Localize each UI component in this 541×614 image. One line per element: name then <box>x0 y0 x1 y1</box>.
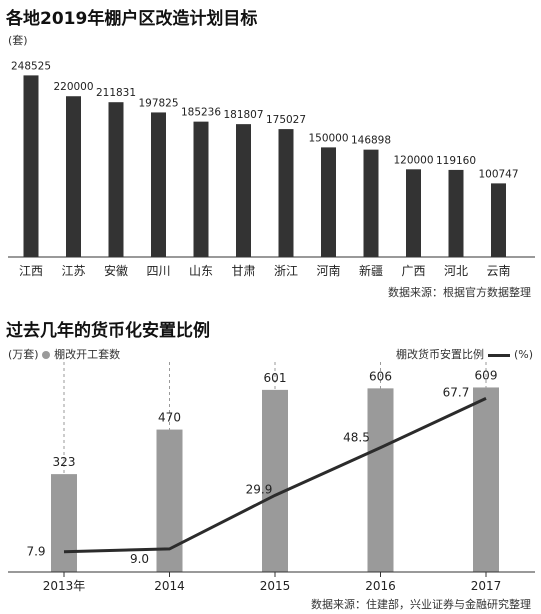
chart2-svg: 323 470 601 606 609 7.9 9.0 29.9 48.5 67.7 2013年… <box>8 362 535 593</box>
chart2-line-value-label: 7.9 <box>26 545 45 559</box>
chart2-bar-value-label: 601 <box>264 371 287 385</box>
chart1-x-tick-label: 云南 <box>486 263 510 278</box>
chart1-x-tick-label: 广西 <box>401 264 425 278</box>
chart1-source: 数据来源：根据官方数据整理 <box>388 286 531 299</box>
chart1-bar <box>321 147 336 257</box>
legend-dot-icon <box>42 351 51 359</box>
chart2-x-tick-label: 2016 <box>365 579 396 593</box>
chart1-x-tick-label: 江西 <box>19 264 43 278</box>
chart1-value-label: 120000 <box>393 154 433 166</box>
chart2-line-path <box>63 397 487 554</box>
chart2-legend-bar: (万套) 棚改开工套数 <box>8 346 120 362</box>
chart1-value-label: 146898 <box>351 135 391 147</box>
chart2-x-ticks: 2013年 2014 2015 2016 2017 <box>43 572 502 593</box>
chart1-bar <box>193 121 209 258</box>
chart1-value-label: 119160 <box>436 155 476 167</box>
chart1-x-tick-label: 甘肃 <box>231 264 255 278</box>
chart1-bar <box>448 169 464 257</box>
chart1-bar <box>278 129 294 257</box>
chart2-x-tick-label: 2013年 <box>43 579 86 593</box>
chart1-x-tick-label: 新疆 <box>359 263 383 278</box>
legend-line-icon <box>487 353 510 357</box>
chart1-value-label: 220000 <box>53 81 93 93</box>
chart1-value-label: 185236 <box>181 107 221 119</box>
chart1-value-label: 175027 <box>266 114 306 126</box>
chart1-bar <box>236 124 251 257</box>
chart2-line-series: 7.9 9.0 29.9 48.5 67.7 <box>26 385 487 566</box>
chart1-value-label: 211831 <box>96 87 136 99</box>
chart1-x-tick-label: 江苏 <box>61 264 85 278</box>
chart1-title: 各地2019年棚户区改造计划目标 <box>6 9 258 29</box>
chart2-bar <box>367 388 394 572</box>
chart1-bar <box>151 112 166 257</box>
chart2-bar-value-label: 470 <box>158 411 181 425</box>
chart1-value-label: 181807 <box>223 109 263 121</box>
chart2-line-value-label: 9.0 <box>130 552 149 566</box>
chart1-bar <box>108 102 124 257</box>
chart2-bar-value-label: 609 <box>475 368 498 382</box>
chart2-line-value-label: 48.5 <box>343 431 370 445</box>
chart1-bar <box>66 96 81 257</box>
chart2-line-value-label: 29.9 <box>246 482 273 496</box>
chart1-value-label: 100747 <box>478 168 518 180</box>
chart2-bar-unit: (万套) <box>8 348 39 361</box>
chart1-y-unit: (套) <box>8 34 28 47</box>
chart1-bar <box>406 169 421 257</box>
chart1-x-tick-label: 浙江 <box>274 264 298 278</box>
chart2-x-tick-label: 2015 <box>260 579 291 593</box>
chart1-x-tick-label: 四川 <box>146 264 170 278</box>
chart1-value-label: 150000 <box>308 132 348 144</box>
chart2-bars: 323 470 601 606 609 <box>51 368 499 572</box>
chart2-bar-value-label: 606 <box>369 369 392 383</box>
chart1-bar <box>23 75 39 257</box>
chart2-line-series-name: 棚改货币安置比例 <box>395 348 484 361</box>
chart1-value-label: 197825 <box>138 97 178 109</box>
chart2-x-tick-label: 2014 <box>154 579 185 593</box>
chart2-legend-line: 棚改货币安置比例 (%) <box>396 346 533 362</box>
chart1-value-label: 248525 <box>11 60 51 72</box>
chart2-bar <box>262 389 288 572</box>
chart1-x-ticks: 江西 江苏 安徽 四川 山东 甘肃 浙江 河南 新疆 广西 河北 云南 <box>19 263 511 278</box>
chart2-source: 数据来源：住建部，兴业证券与金融研究整理 <box>311 598 531 611</box>
chart2-x-tick-label: 2017 <box>471 579 502 593</box>
chart2-line-unit: (%) <box>513 348 533 361</box>
chart2-bar-series-name: 棚改开工套数 <box>54 348 121 361</box>
chart2-bar <box>51 474 77 572</box>
chart1-x-tick-label: 河南 <box>316 263 340 278</box>
chart1-x-tick-label: 山东 <box>189 264 213 278</box>
chart2-bar <box>473 387 499 572</box>
chart2-title: 过去几年的货币化安置比例 <box>6 321 210 341</box>
chart1-x-tick-label: 安徽 <box>104 263 128 278</box>
chart1-bar <box>491 183 506 257</box>
chart2-bar-value-label: 323 <box>53 455 76 469</box>
chart1-bar <box>363 149 379 257</box>
chart1-x-tick-label: 河北 <box>444 264 468 278</box>
chart2-line-value-label: 67.7 <box>443 385 470 399</box>
